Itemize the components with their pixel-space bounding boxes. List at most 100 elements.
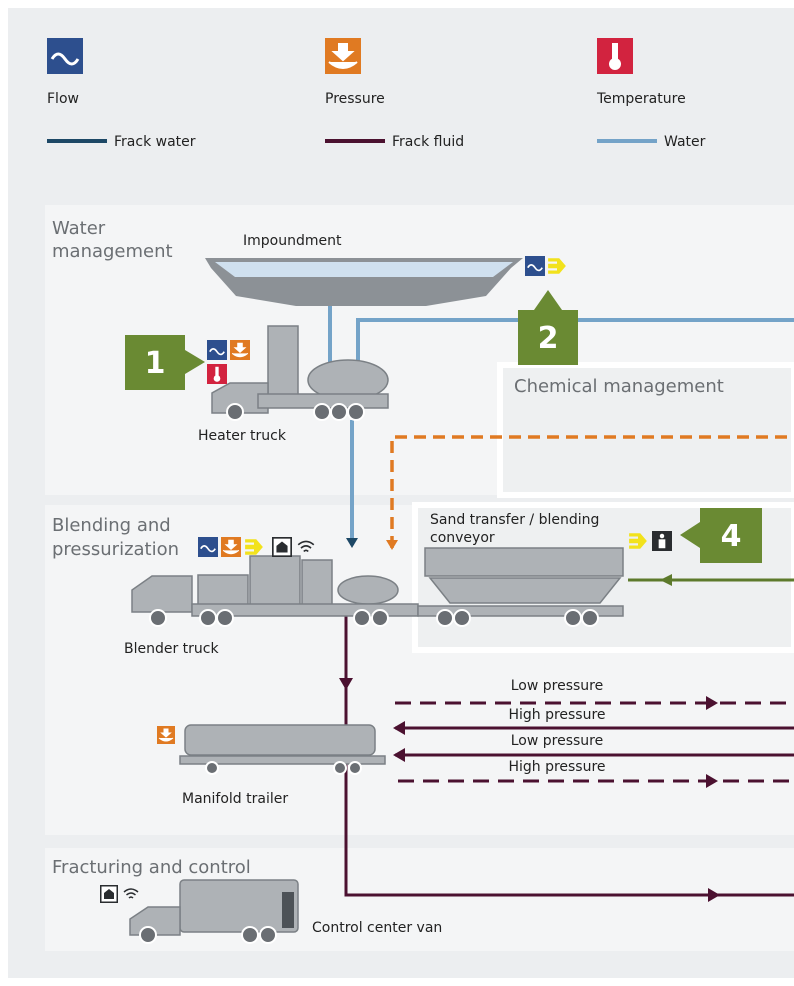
icon-flow <box>207 340 227 360</box>
control-van-part <box>241 926 259 944</box>
control-van: Control center van <box>129 879 442 944</box>
blender-truck-part <box>337 575 399 605</box>
heater-truck-part <box>313 403 331 421</box>
section-title: Water <box>52 218 106 239</box>
icon-level <box>245 539 263 555</box>
section-title: Blending and <box>52 515 171 536</box>
heater-truck-part <box>347 403 365 421</box>
label: Heater truck <box>198 428 287 444</box>
blender-truck-part <box>371 609 389 627</box>
icon-flow <box>525 256 545 276</box>
icon-temp-part <box>612 43 618 61</box>
sand-conveyor-part <box>581 609 599 627</box>
pipes-part <box>346 538 358 548</box>
markers-part <box>700 508 762 563</box>
icon-level-part <box>548 258 566 274</box>
sand-conveyor-part <box>424 547 624 577</box>
icon-info-part <box>659 533 665 539</box>
icon-pressure-part <box>158 728 174 742</box>
legend-label: Water <box>664 134 706 150</box>
impoundment-part <box>215 262 513 277</box>
icon-info-part <box>658 539 666 549</box>
manifold-trailer-part <box>333 761 347 775</box>
blender-truck-part <box>199 609 217 627</box>
icon-net-part <box>104 889 114 899</box>
sand-conveyor: Sand transfer / blending conveyor <box>417 512 624 627</box>
icon-flow <box>47 38 83 74</box>
label: Impoundment <box>243 233 342 249</box>
flow-label: Low pressure <box>511 733 604 749</box>
icon-wifi-part <box>297 540 315 553</box>
control-van-part <box>282 892 294 928</box>
icon-wifi <box>297 540 315 553</box>
control-van-part <box>139 926 157 944</box>
markers-part <box>185 350 205 374</box>
heater-truck: Heater truck <box>198 325 389 444</box>
panels-part <box>497 362 794 498</box>
section-title: pressurization <box>52 539 179 560</box>
icon-info <box>652 531 672 551</box>
legend-label: Flow <box>47 91 79 107</box>
section-titles: Water management Chemical management Ble… <box>52 218 724 878</box>
legend-label: Frack fluid <box>392 134 464 150</box>
markers-part <box>534 290 562 310</box>
icon-pressure <box>325 38 361 74</box>
icon-net <box>272 537 292 557</box>
markers-part <box>518 310 578 365</box>
icon-wifi-part <box>123 888 139 899</box>
heater-truck-part <box>226 403 244 421</box>
pipes-part <box>660 574 672 586</box>
legend-lines: Frack water Frack fluid Water <box>47 134 706 150</box>
icon-flow-part <box>50 52 80 66</box>
icon-flow <box>198 537 218 557</box>
legend-label: Frack water <box>114 134 196 150</box>
icon-temp-part <box>213 375 221 382</box>
icon-temp-part <box>609 58 621 70</box>
icon-flow-part <box>527 264 543 272</box>
icon-pressure-part <box>328 43 358 69</box>
marker-number: 2 <box>538 321 559 356</box>
section-title: Chemical management <box>514 376 724 397</box>
blender-truck-part <box>131 575 193 613</box>
section-title: Fracturing and control <box>52 857 251 878</box>
icon-pressure-part <box>231 342 249 358</box>
icon-level-part <box>629 533 647 549</box>
icon-pressure <box>221 537 241 557</box>
flow-labels: Low pressure High pressure Low pressure … <box>508 678 605 775</box>
pipes-part <box>395 701 794 783</box>
pipes-part <box>328 305 794 362</box>
legend-label: Temperature <box>596 91 686 107</box>
pipes-part <box>386 540 398 550</box>
sand-conveyor-part <box>564 609 582 627</box>
label: conveyor <box>430 530 495 546</box>
icon-flow-part <box>200 545 216 553</box>
blender-truck: Blender truck <box>124 555 419 657</box>
pipes-part <box>395 726 794 757</box>
impoundment: Impoundment <box>205 233 523 306</box>
markers: 1 2 4 <box>125 290 762 563</box>
icon-net <box>100 885 118 903</box>
blender-truck-part <box>149 609 167 627</box>
control-van-part <box>259 926 277 944</box>
manifold-trailer-part <box>179 755 386 765</box>
control-van-part <box>179 879 299 933</box>
icon-pressure <box>230 340 250 360</box>
section-title: management <box>52 241 173 262</box>
blender-truck-part <box>216 609 234 627</box>
manifold-trailer-part <box>348 761 362 775</box>
icon-temp <box>207 364 227 384</box>
icon-temp-part <box>215 366 219 377</box>
label: Control center van <box>312 920 442 936</box>
icon-level <box>548 258 566 274</box>
markers-part <box>125 335 185 390</box>
label: Manifold trailer <box>182 791 288 807</box>
legend-icons: Flow Pressure Temperature <box>47 91 686 107</box>
blender-truck-part <box>249 555 301 611</box>
heater-truck-part <box>330 403 348 421</box>
icon-pressure <box>157 726 175 744</box>
blender-truck-part <box>353 609 371 627</box>
marker-number: 1 <box>145 346 166 381</box>
icon-wifi <box>123 888 139 899</box>
sand-conveyor-part <box>436 609 454 627</box>
icon-temp <box>597 38 633 74</box>
